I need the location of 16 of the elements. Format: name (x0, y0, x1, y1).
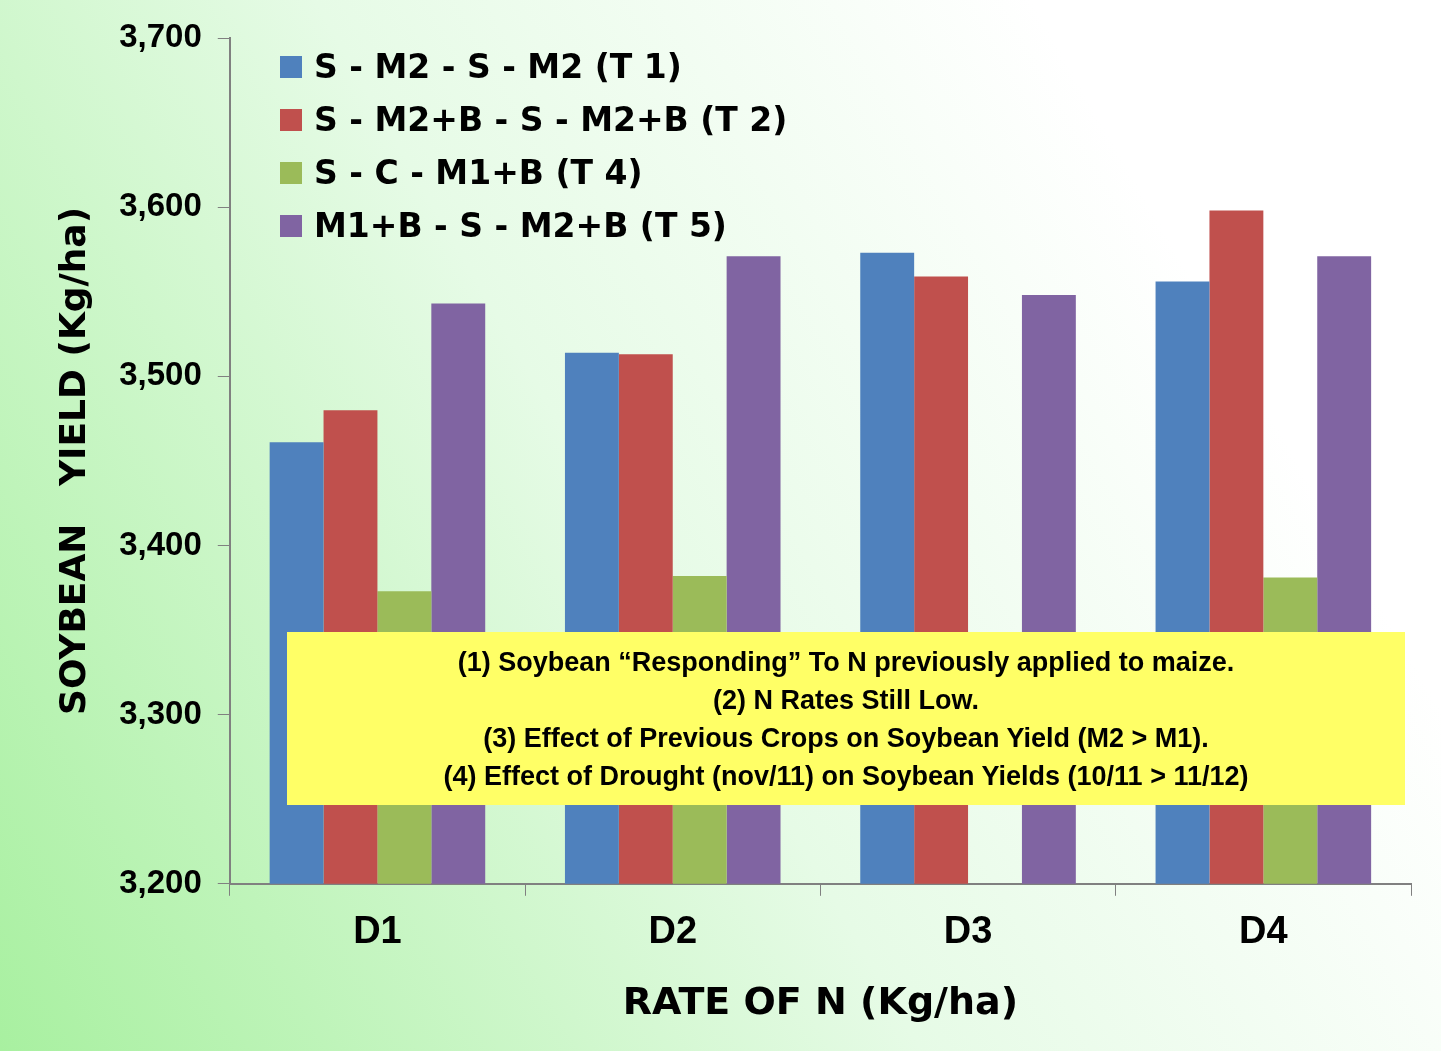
y-tick-label: 3,300 (119, 693, 202, 731)
legend-label: S - M2 - S - M2 (T 1) (314, 47, 682, 86)
legend-label: S - C - M1+B (T 4) (314, 153, 643, 192)
y-tick-label: 3,200 (119, 862, 202, 900)
legend-label: S - M2+B - S - M2+B (T 2) (314, 100, 788, 139)
x-tick-label: D1 (353, 909, 402, 952)
x-axis-title: RATE OF N (Kg/ha) (622, 979, 1019, 1024)
y-tick-label: 3,500 (119, 355, 202, 393)
x-tick-label: D4 (1239, 909, 1288, 952)
y-axis-title: SOYBEAN YIELD (Kg/ha) (51, 206, 93, 715)
y-tick-label: 3,700 (119, 17, 202, 55)
y-tick-label: 3,600 (119, 186, 202, 224)
x-tick-label: D2 (648, 909, 698, 952)
y-tick-label: 3,400 (119, 524, 202, 562)
x-tick-label: D3 (943, 909, 993, 952)
legend-label: M1+B - S - M2+B (T 5) (314, 206, 727, 245)
